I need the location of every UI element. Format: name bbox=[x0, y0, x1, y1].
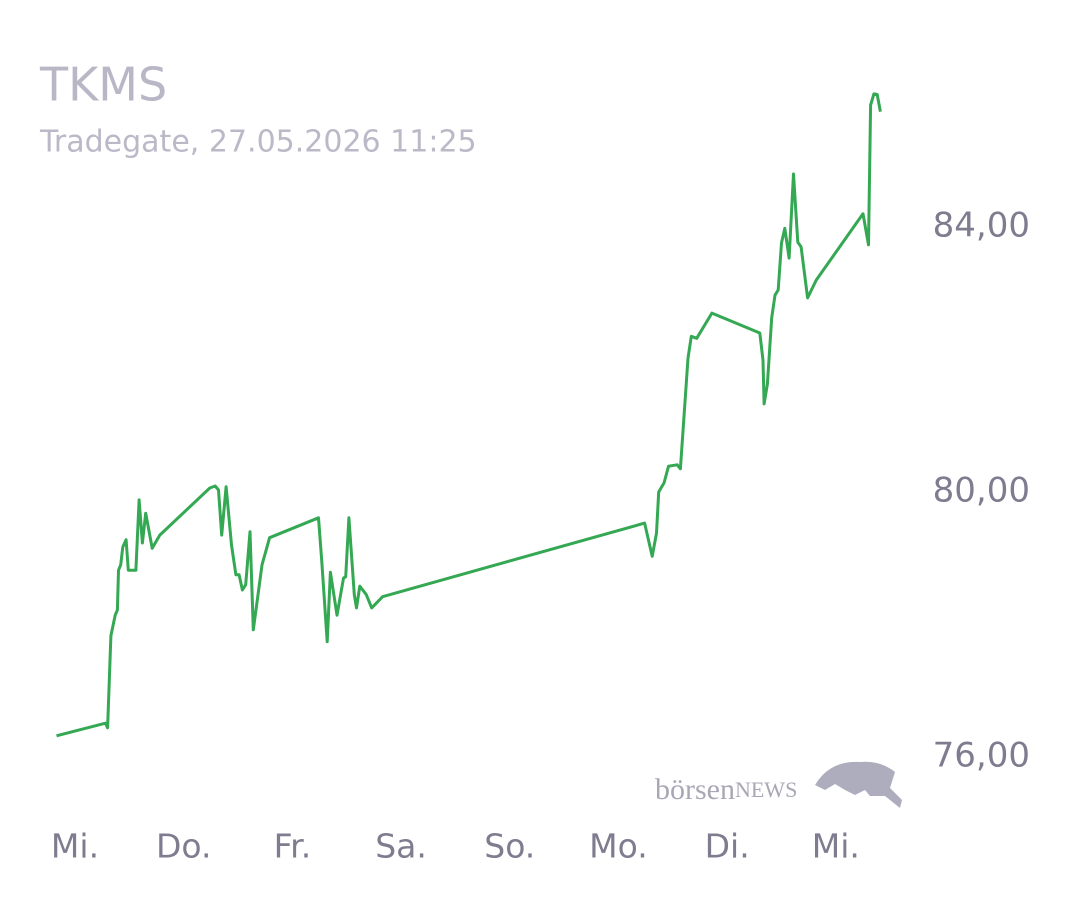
watermark: börsenNEWS bbox=[655, 761, 902, 808]
watermark-part: NEWS bbox=[735, 777, 797, 802]
bull-icon bbox=[815, 761, 902, 808]
y-tick-label: 80,00 bbox=[933, 470, 1030, 510]
x-tick-label: Mi. bbox=[812, 827, 860, 866]
x-tick-label: Sa. bbox=[375, 827, 427, 866]
chart-subtitle: Tradegate, 27.05.2026 11:25 bbox=[39, 125, 477, 160]
x-tick-label: Fr. bbox=[274, 827, 312, 866]
x-tick-label: Mo. bbox=[589, 827, 648, 866]
watermark-part: börsen bbox=[655, 773, 735, 806]
chart-title: TKMS bbox=[39, 58, 167, 112]
x-tick-label: So. bbox=[484, 827, 535, 866]
x-tick-label: Di. bbox=[705, 827, 750, 866]
watermark-text: börsenNEWS bbox=[655, 773, 797, 806]
x-tick-label: Do. bbox=[156, 827, 212, 866]
y-tick-label: 84,00 bbox=[933, 206, 1030, 246]
x-tick-label: Mi. bbox=[51, 827, 99, 866]
price-line bbox=[56, 92, 882, 738]
y-tick-label: 76,00 bbox=[933, 735, 1030, 775]
